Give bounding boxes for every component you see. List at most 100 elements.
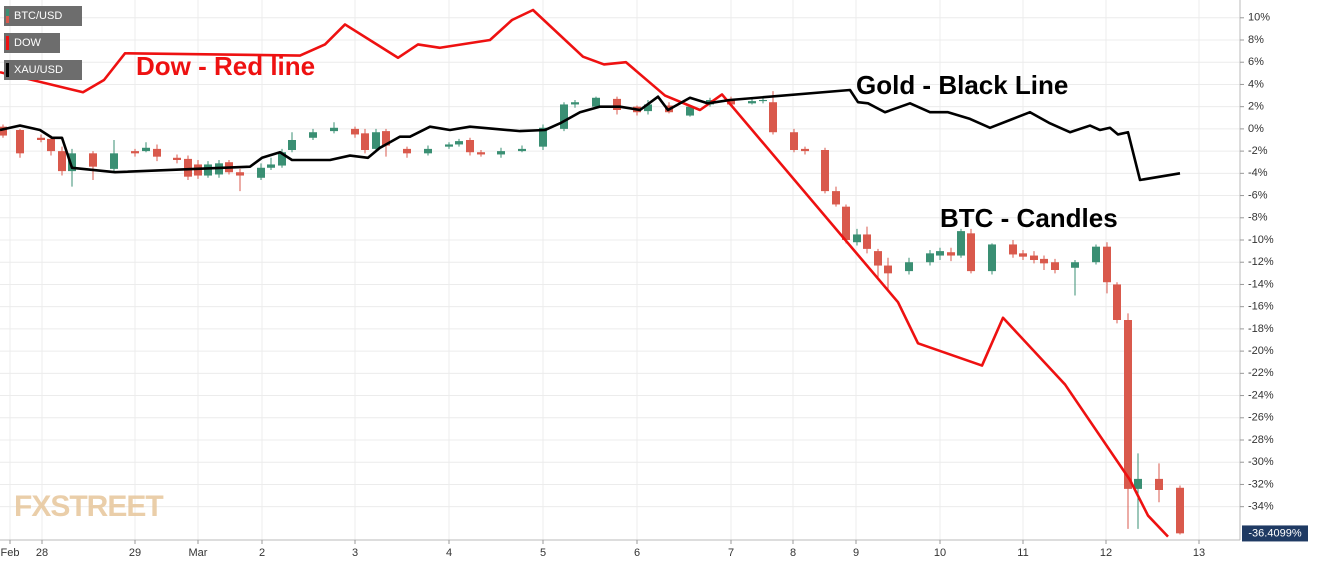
candle-body bbox=[832, 191, 840, 205]
candle-body bbox=[988, 244, 996, 272]
line-series bbox=[0, 88, 1181, 182]
candle-body bbox=[1040, 258, 1048, 264]
candle-body bbox=[89, 153, 97, 167]
candle-body bbox=[309, 132, 317, 138]
x-tick-label: Mar bbox=[189, 547, 208, 559]
candle-body bbox=[884, 265, 892, 274]
x-tick-label: 29 bbox=[129, 547, 141, 559]
x-tick-label: 8 bbox=[790, 547, 796, 559]
candle-body bbox=[288, 140, 296, 150]
x-tick-label: 28 bbox=[36, 547, 48, 559]
y-tick-label: 6% bbox=[1248, 56, 1264, 68]
axes: 10% 8% 6% 4% 2% 0% -2% -4% -6% -8% -10% -12% -14% -16… bbox=[1, 12, 1308, 559]
y-tick-label: -32% bbox=[1248, 478, 1274, 490]
candle-body bbox=[497, 151, 505, 155]
candle-body bbox=[967, 233, 975, 272]
y-tick-label: -4% bbox=[1248, 167, 1268, 179]
legend-label: BTC/USD bbox=[14, 10, 62, 22]
x-tick-label: Feb bbox=[1, 547, 20, 559]
candle-body bbox=[142, 147, 150, 152]
candle-body bbox=[571, 102, 579, 105]
y-tick-label: -20% bbox=[1248, 345, 1274, 357]
candle-body bbox=[1030, 255, 1038, 260]
candle-body bbox=[759, 100, 767, 102]
candle-body bbox=[278, 152, 286, 166]
candle-body bbox=[613, 98, 621, 110]
candle-body bbox=[47, 138, 55, 152]
candle-body bbox=[905, 262, 913, 272]
x-tick-label: 6 bbox=[634, 547, 640, 559]
candle-body bbox=[874, 251, 882, 266]
annotation: BTC - Candles bbox=[940, 203, 1118, 233]
legend-swatch bbox=[6, 9, 9, 16]
candle-body bbox=[0, 126, 7, 136]
candle-body bbox=[947, 252, 955, 256]
x-tick-label: 13 bbox=[1193, 547, 1205, 559]
candle-body bbox=[686, 106, 694, 116]
legend-label: XAU/USD bbox=[14, 64, 63, 76]
y-tick-label: -30% bbox=[1248, 456, 1274, 468]
legend-box bbox=[4, 33, 60, 53]
candle-body bbox=[1092, 246, 1100, 263]
y-tick-label: -6% bbox=[1248, 189, 1268, 201]
candle-body bbox=[518, 148, 526, 152]
legend: BTC/USD DOW XAU/USD bbox=[4, 6, 82, 80]
candle-body bbox=[131, 151, 139, 154]
x-tick-label: 12 bbox=[1100, 547, 1112, 559]
candle-body bbox=[1019, 253, 1027, 257]
candle-body bbox=[801, 148, 809, 152]
candle-body bbox=[382, 131, 390, 146]
y-tick-label: -26% bbox=[1248, 412, 1274, 424]
candle-body bbox=[68, 153, 76, 172]
y-tick-label: -34% bbox=[1248, 501, 1274, 513]
candle-body bbox=[644, 104, 652, 112]
last-value-label: -36.4099% bbox=[1248, 527, 1301, 539]
candle-body bbox=[1134, 478, 1142, 489]
candle-body bbox=[236, 172, 244, 176]
y-tick-label: 8% bbox=[1248, 34, 1264, 46]
candle-body bbox=[727, 98, 735, 105]
candle-body bbox=[853, 234, 861, 243]
x-tick-label: 4 bbox=[446, 547, 452, 559]
candle-body bbox=[477, 152, 485, 155]
legend-swatch bbox=[6, 16, 9, 23]
x-tick-label: 7 bbox=[728, 547, 734, 559]
candle-body bbox=[173, 157, 181, 160]
x-tick-label: 5 bbox=[540, 547, 546, 559]
candle-body bbox=[455, 141, 463, 145]
legend-box bbox=[4, 6, 82, 26]
candle-body bbox=[204, 164, 212, 176]
legend-item: DOW bbox=[4, 33, 60, 53]
candle-body bbox=[821, 150, 829, 192]
candle-body bbox=[1071, 262, 1079, 268]
last-value-box bbox=[1242, 525, 1308, 542]
y-tick-label: -24% bbox=[1248, 389, 1274, 401]
candle-body bbox=[790, 132, 798, 150]
legend-label: DOW bbox=[14, 37, 42, 49]
candle-body bbox=[957, 231, 965, 256]
candle-body bbox=[936, 251, 944, 256]
legend-box bbox=[4, 60, 82, 80]
candle-body bbox=[351, 128, 359, 135]
candle-body bbox=[1113, 284, 1121, 320]
y-tick-label: 2% bbox=[1248, 101, 1264, 113]
legend-item: BTC/USD bbox=[4, 6, 82, 26]
candle-body bbox=[769, 102, 777, 133]
candle-body bbox=[592, 97, 600, 107]
candle-body bbox=[1051, 262, 1059, 270]
candle-body bbox=[16, 130, 24, 154]
legend-swatch bbox=[6, 36, 9, 50]
x-tick-label: 9 bbox=[853, 547, 859, 559]
candle-body bbox=[361, 133, 369, 150]
candle-body bbox=[110, 153, 118, 169]
y-tick-label: -8% bbox=[1248, 212, 1268, 224]
candle-body bbox=[926, 253, 934, 263]
x-tick-label: 10 bbox=[934, 547, 946, 559]
y-tick-label: -18% bbox=[1248, 323, 1274, 335]
y-tick-label: -2% bbox=[1248, 145, 1268, 157]
candle-body bbox=[267, 164, 275, 168]
candle-body bbox=[37, 137, 45, 140]
candle-body bbox=[330, 127, 338, 132]
annotation: Dow - Red line bbox=[136, 51, 315, 81]
candle-body bbox=[445, 144, 453, 147]
